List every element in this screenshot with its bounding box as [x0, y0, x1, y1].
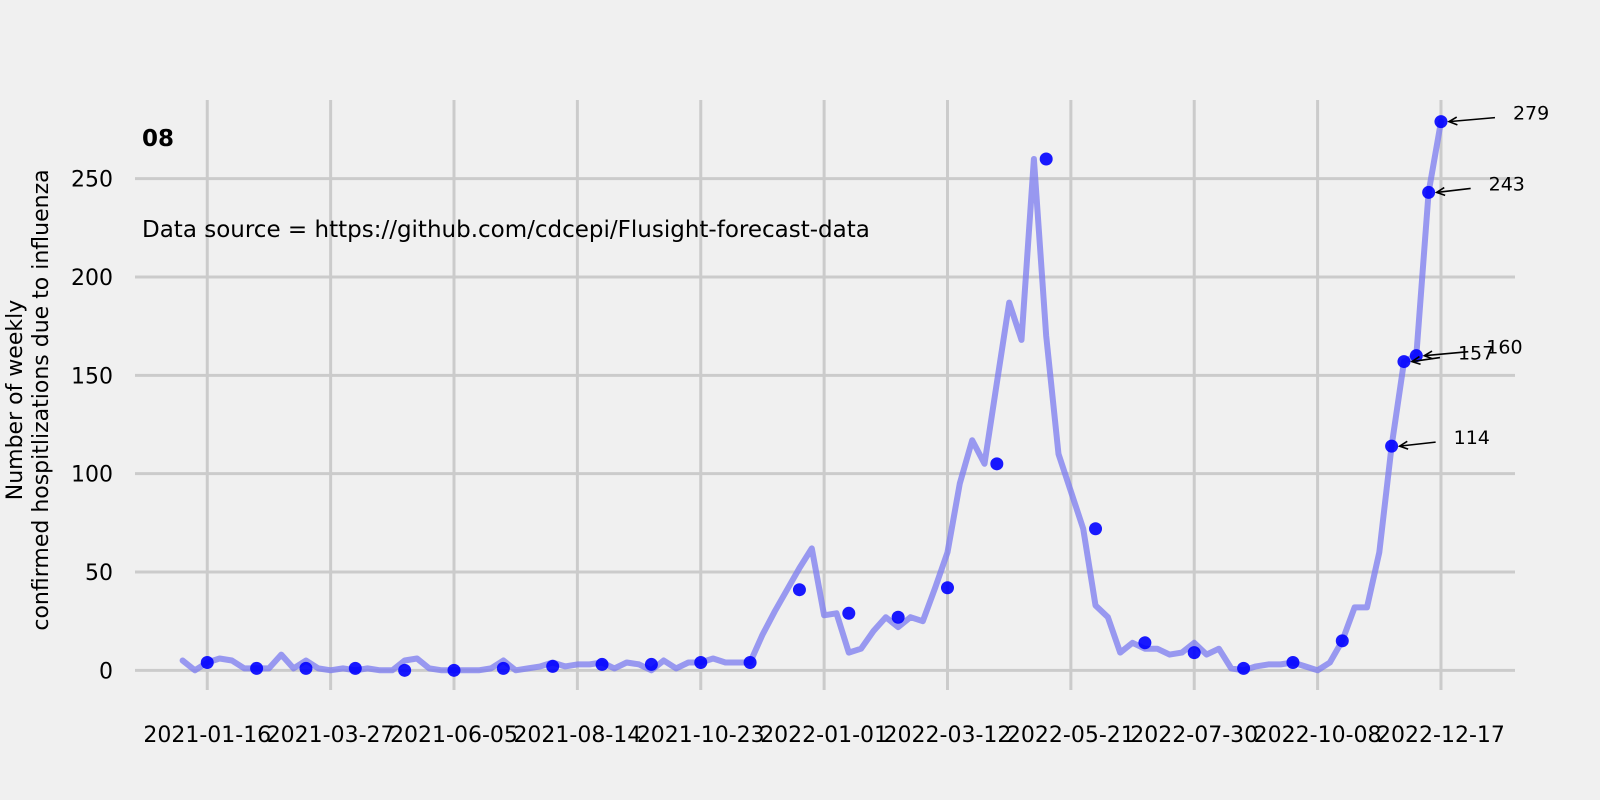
annotation-label: 160	[1486, 337, 1522, 359]
y-tick-label: 250	[71, 168, 113, 193]
y-tick-labels: 0 50 100 150 200 250	[71, 168, 113, 685]
data-point	[1237, 661, 1251, 675]
x-tick-label: 2022-10-08	[1254, 723, 1382, 748]
data-point	[1039, 152, 1053, 166]
y-tick-label: 0	[99, 659, 113, 684]
annotation-arrow	[1399, 441, 1436, 447]
data-point	[1138, 636, 1152, 650]
data-point	[299, 661, 313, 675]
annotation-arrowhead	[1422, 350, 1434, 360]
data-point	[891, 610, 905, 624]
grid	[135, 100, 1515, 690]
annotation-arrowhead	[1410, 355, 1421, 366]
markers	[200, 115, 1448, 677]
data-point	[1434, 115, 1448, 129]
data-point	[595, 657, 609, 671]
chart-title: 08	[142, 126, 174, 152]
y-axis-label: Number of weeklyconfirmed hospitlization…	[3, 169, 54, 630]
x-tick-label: 2022-07-30	[1130, 723, 1258, 748]
series-line	[179, 118, 1444, 674]
x-tick-label: 2021-10-23	[637, 723, 765, 748]
annotation-arrowhead	[1397, 440, 1409, 450]
y-tick-label: 150	[71, 364, 113, 389]
annotation-label: 114	[1454, 427, 1490, 449]
data-point	[990, 457, 1004, 471]
annotation-label: 279	[1513, 103, 1549, 125]
x-tick-label: 2021-08-14	[513, 723, 641, 748]
annotation-arrowhead	[1447, 116, 1458, 126]
data-point	[496, 661, 510, 675]
x-tick-label: 2022-03-12	[884, 723, 1012, 748]
annotation-arrow	[1436, 187, 1471, 194]
chart-subtitle: Data source = https://github.com/cdcepi/…	[142, 217, 870, 243]
data-point	[1187, 646, 1201, 660]
annotation-arrow	[1448, 116, 1496, 123]
data-point	[1422, 185, 1436, 199]
data-point	[250, 661, 264, 675]
data-point	[447, 663, 461, 677]
data-point	[792, 583, 806, 597]
series	[179, 118, 1444, 674]
annotation-label: 243	[1489, 173, 1525, 195]
data-point	[348, 661, 362, 675]
data-point	[1397, 355, 1411, 369]
x-tick-label: 2021-06-05	[390, 723, 518, 748]
annotation-arrowhead	[1434, 186, 1446, 197]
data-point	[644, 657, 658, 671]
data-point	[842, 606, 856, 620]
x-tick-label: 2021-01-16	[143, 723, 271, 748]
x-tick-labels: 2021-01-162021-03-272021-06-052021-08-14…	[143, 723, 1505, 748]
x-tick-label: 2022-05-21	[1007, 723, 1135, 748]
data-point	[1409, 349, 1423, 363]
data-point	[1286, 655, 1300, 669]
data-point	[1335, 634, 1349, 648]
data-point	[1089, 522, 1103, 536]
x-tick-label: 2022-12-17	[1377, 723, 1505, 748]
data-point	[940, 581, 954, 595]
data-point	[1385, 439, 1399, 453]
annotation-label: 157	[1458, 343, 1494, 365]
data-point	[743, 655, 757, 669]
x-tick-label: 2021-03-27	[267, 723, 395, 748]
data-point	[694, 655, 708, 669]
y-tick-label: 200	[71, 266, 113, 291]
data-point	[546, 659, 560, 673]
y-tick-label: 100	[71, 463, 113, 488]
data-point	[398, 663, 412, 677]
data-point	[200, 655, 214, 669]
annotation-arrow	[1424, 350, 1469, 357]
annotation-arrow	[1411, 356, 1441, 363]
x-tick-label: 2022-01-01	[760, 723, 888, 748]
y-tick-label: 50	[85, 561, 113, 586]
